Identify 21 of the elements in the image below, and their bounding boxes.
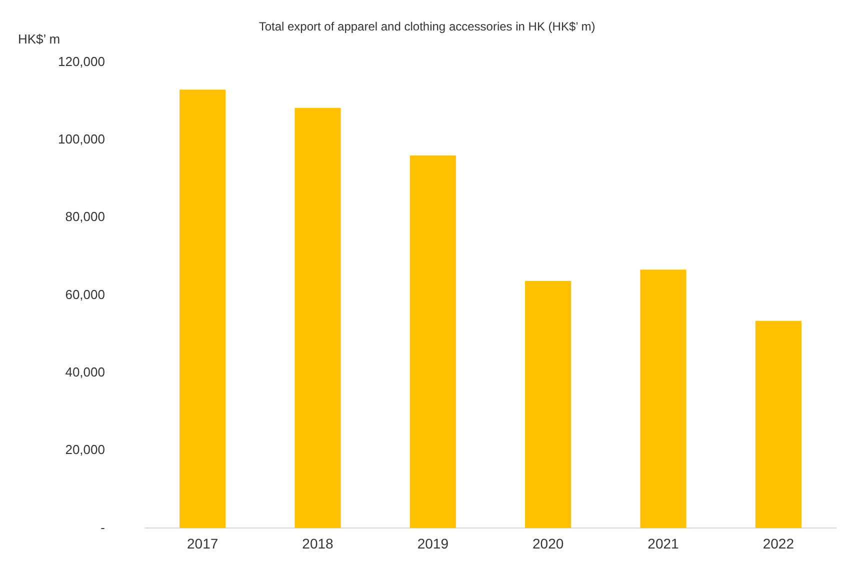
y-tick-label: 120,000 xyxy=(58,54,105,69)
bar xyxy=(410,156,456,528)
y-tick-label: 40,000 xyxy=(65,364,105,380)
y-tick-label: - xyxy=(100,520,105,535)
x-tick-label: 2020 xyxy=(532,535,564,552)
bar xyxy=(755,320,802,528)
x-tick-label: 2018 xyxy=(302,535,334,552)
y-tick-label: 60,000 xyxy=(65,286,105,302)
y-axis-title: HK$’ m xyxy=(18,32,60,47)
bar xyxy=(640,270,686,528)
chart-title: Total export of apparel and clothing accessories in HK (HK$’ m) xyxy=(258,20,596,34)
x-tick-label: 2021 xyxy=(648,535,680,552)
x-tick-label: 2019 xyxy=(417,535,449,552)
x-tick-label: 2017 xyxy=(187,535,218,552)
x-tick-label: 2022 xyxy=(762,535,794,552)
y-tick-label: 100,000 xyxy=(58,132,105,147)
bar xyxy=(294,108,341,528)
bar xyxy=(180,90,226,528)
text: 20,000 xyxy=(65,442,105,458)
y-tick-label: 80,000 xyxy=(65,209,105,224)
bar xyxy=(525,280,572,528)
